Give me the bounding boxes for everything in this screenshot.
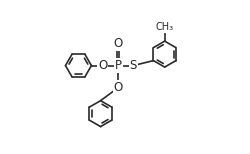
Text: P: P: [115, 59, 122, 72]
Text: CH₃: CH₃: [156, 22, 174, 32]
Text: O: O: [98, 59, 108, 72]
Text: O: O: [114, 37, 123, 50]
Text: S: S: [130, 59, 137, 72]
Text: O: O: [114, 81, 123, 94]
